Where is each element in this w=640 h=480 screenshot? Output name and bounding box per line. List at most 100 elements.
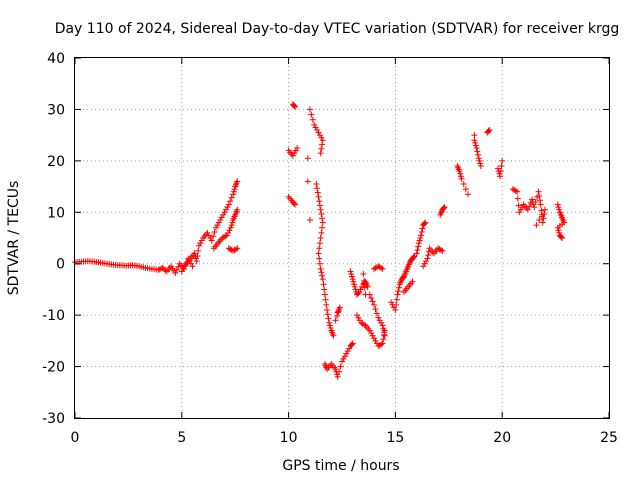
data-point-interp xyxy=(536,197,543,204)
data-point xyxy=(317,265,324,272)
data-point-interp xyxy=(556,229,563,236)
data-point xyxy=(379,265,386,272)
data-point-interp xyxy=(291,150,298,157)
y-tick-label: 40 xyxy=(47,51,65,67)
data-point xyxy=(234,178,241,185)
data-point xyxy=(319,137,326,144)
data-point-interp xyxy=(400,274,407,281)
data-point-interp xyxy=(229,219,236,226)
data-point xyxy=(313,181,320,187)
data-point xyxy=(418,232,425,239)
data-point xyxy=(409,278,416,285)
data-point-interp xyxy=(316,260,323,267)
data-point xyxy=(420,263,427,270)
y-tick-label: -20 xyxy=(42,360,65,376)
data-point-interp xyxy=(222,233,229,240)
data-point xyxy=(471,132,478,139)
data-point-interp xyxy=(225,229,232,236)
x-axis-title: GPS time / hours xyxy=(282,458,399,474)
data-point-interp xyxy=(314,185,321,192)
data-point-interp xyxy=(376,317,383,324)
data-point-interp xyxy=(410,253,417,260)
data-point-interp xyxy=(356,317,363,324)
chart-title: Day 110 of 2024, Sidereal Day-to-day VTE… xyxy=(55,21,620,37)
data-point xyxy=(379,322,386,329)
data-point-interp xyxy=(205,232,212,239)
data-point-interp xyxy=(361,277,368,284)
data-point-interp xyxy=(457,170,464,177)
data-point-interp xyxy=(335,308,342,315)
data-point xyxy=(356,289,363,295)
data-point xyxy=(339,358,345,365)
data-point xyxy=(332,317,339,324)
data-point xyxy=(292,201,299,208)
data-point-interp xyxy=(395,288,402,295)
data-point xyxy=(349,340,356,347)
data-point xyxy=(317,150,324,157)
data-point-interp xyxy=(555,227,562,234)
data-point xyxy=(212,224,219,231)
data-point xyxy=(334,373,341,380)
data-point-interp xyxy=(416,237,423,244)
data-point-interp xyxy=(539,211,546,218)
data-point xyxy=(195,242,202,249)
data-marks xyxy=(72,101,568,380)
data-point xyxy=(223,232,230,239)
data-point-interp xyxy=(536,193,543,199)
data-point-interp xyxy=(195,247,202,254)
data-point xyxy=(441,204,448,211)
data-point-interp xyxy=(368,330,375,337)
data-point xyxy=(319,276,326,283)
data-point xyxy=(465,191,472,198)
data-point xyxy=(208,237,215,244)
y-tick-label: 30 xyxy=(47,102,65,118)
data-point xyxy=(289,152,296,159)
data-point-interp xyxy=(292,147,299,154)
data-point xyxy=(234,206,241,213)
data-point-interp xyxy=(323,301,330,308)
data-point-interp xyxy=(519,204,526,211)
data-point-interp xyxy=(291,103,298,109)
axis-ticks: 0 5 10 15 20 25 -30 -20 -10 0 10 20 30 40 xyxy=(42,51,618,446)
data-point xyxy=(330,332,337,339)
data-point xyxy=(304,178,311,185)
data-point xyxy=(456,168,463,175)
data-point-interp xyxy=(316,198,323,205)
data-point-interp xyxy=(324,311,331,318)
data-point-interp xyxy=(418,229,425,235)
data-point-interp xyxy=(340,355,347,362)
data-point xyxy=(379,340,386,347)
data-point-interp xyxy=(158,265,165,272)
y-tick-label: -30 xyxy=(42,411,65,427)
data-point-interp xyxy=(526,203,533,210)
data-point-interp xyxy=(369,298,376,305)
data-point xyxy=(227,224,234,231)
data-point xyxy=(326,319,333,326)
data-point xyxy=(539,219,546,226)
data-point-interp xyxy=(421,260,428,267)
data-point xyxy=(388,299,395,306)
data-point xyxy=(364,283,371,290)
data-point xyxy=(535,188,542,195)
data-point xyxy=(217,217,224,223)
data-point-interp xyxy=(372,306,379,313)
data-point xyxy=(304,155,311,162)
data-point xyxy=(554,201,561,208)
data-point-interp xyxy=(496,170,503,177)
data-point-interp xyxy=(220,211,227,218)
data-point xyxy=(336,304,343,311)
data-point-interp xyxy=(415,243,422,250)
data-point xyxy=(524,206,531,213)
data-point-interp xyxy=(309,116,316,123)
data-point-interp xyxy=(336,368,343,375)
data-point-interp xyxy=(316,245,323,252)
data-point-interp xyxy=(224,204,231,211)
data-point xyxy=(529,196,536,203)
data-point xyxy=(306,106,313,113)
data-point-interp xyxy=(227,198,234,205)
data-point xyxy=(315,250,322,257)
data-point-interp xyxy=(462,186,469,193)
data-point-interp xyxy=(228,222,235,229)
data-point-interp xyxy=(197,240,204,247)
data-point-interp xyxy=(517,206,524,213)
